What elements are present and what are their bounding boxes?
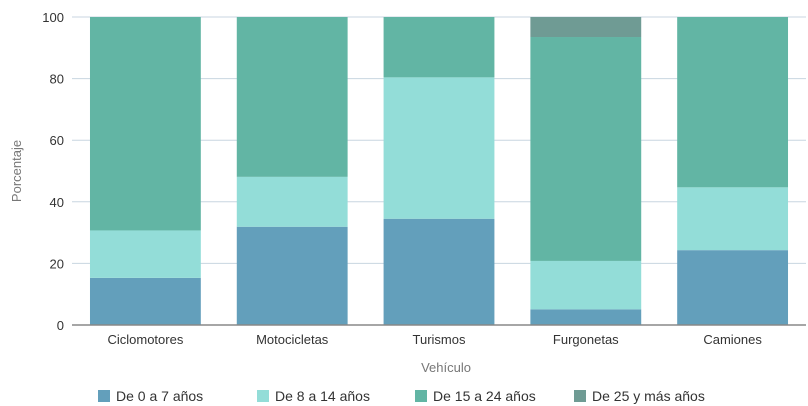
legend-label: De 25 y más años <box>592 388 705 404</box>
legend-item[interactable]: De 8 a 14 años <box>257 386 370 406</box>
bar-segment <box>236 176 348 227</box>
legend-swatch <box>415 390 427 402</box>
x-tick-label: Furgonetas <box>553 332 619 347</box>
bar-segment <box>677 187 789 251</box>
legend-swatch <box>98 390 110 402</box>
y-tick-label: 20 <box>50 256 64 271</box>
legend-item[interactable]: De 25 y más años <box>574 386 705 406</box>
bar-segment <box>530 17 642 38</box>
bars <box>89 17 789 325</box>
legend-label: De 15 a 24 años <box>433 388 536 404</box>
y-tick-label: 80 <box>50 72 64 87</box>
x-axis-title: Vehículo <box>421 360 471 375</box>
bar-segment <box>677 250 789 325</box>
y-tick-label: 0 <box>57 318 64 333</box>
x-tick-label: Ciclomotores <box>107 332 183 347</box>
x-tick-label: Camiones <box>703 332 762 347</box>
legend-item[interactable]: De 0 a 7 años <box>98 386 203 406</box>
y-tick-labels: 0 20 40 60 80 100 <box>42 10 64 333</box>
bar-segment <box>530 37 642 261</box>
legend-item[interactable]: De 15 a 24 años <box>415 386 536 406</box>
bar-segment <box>383 218 495 325</box>
legend: De 0 a 7 años De 8 a 14 años De 15 a 24 añ… <box>0 386 808 406</box>
x-tick-labels: Ciclomotores Motocicletas Turismos Furgonet… <box>107 332 762 347</box>
bar-segment <box>530 309 642 325</box>
legend-swatch <box>574 390 586 402</box>
bar-segment <box>89 230 201 278</box>
bar-segment <box>383 77 495 219</box>
y-tick-label: 60 <box>50 133 64 148</box>
legend-label: De 0 a 7 años <box>116 388 204 404</box>
legend-swatch <box>257 390 269 402</box>
bar-segment <box>236 17 348 177</box>
bar-segment <box>236 226 348 325</box>
bar-segment <box>530 260 642 310</box>
y-tick-label: 100 <box>42 10 64 25</box>
bar-segment <box>89 17 201 231</box>
y-axis-title: Porcentaje <box>9 140 24 202</box>
bar-segment <box>383 17 495 78</box>
legend-label: De 8 a 14 años <box>275 388 370 404</box>
x-tick-label: Turismos <box>413 332 466 347</box>
x-tick-label: Motocicletas <box>256 332 329 347</box>
bar-segment <box>677 17 789 188</box>
y-tick-label: 40 <box>50 195 64 210</box>
bar-segment <box>89 277 201 325</box>
